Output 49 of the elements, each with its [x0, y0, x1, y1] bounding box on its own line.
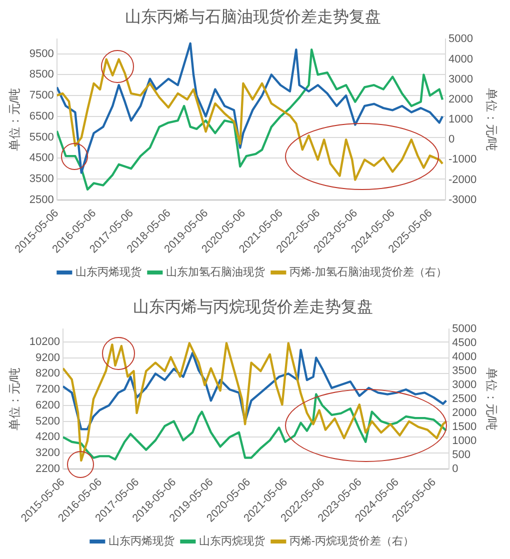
y2-tick-label: 0: [448, 134, 455, 146]
y2-tick-label: 1000: [452, 434, 477, 447]
y2-tick-label: 4500: [452, 337, 477, 350]
legend-label: 丙烯-加氢石脑油现货价差（右）: [289, 266, 448, 279]
y2-axis-title: 单位：元/吨: [484, 88, 498, 152]
legend-label: 山东丙烷现货: [198, 534, 265, 548]
y2-axis-title: 单位：元/吨: [484, 367, 498, 431]
y2-tick-label: 4000: [448, 53, 473, 66]
y2-tick-label: 3000: [452, 379, 477, 392]
y-tick-label: 9200: [36, 352, 60, 364]
y2-tick-label: 1500: [452, 421, 477, 434]
y-tick-label: 10200: [29, 336, 60, 348]
y2-tick-label: 3000: [448, 73, 473, 86]
chart-title: 山东丙烯与丙烷现货价差走势复盘: [133, 298, 373, 316]
y-tick-label: 7200: [36, 384, 60, 396]
legend-label: 山东加氢石脑油现货: [166, 266, 265, 279]
chart-title: 山东丙烯与石脑油现货价差走势复盘: [125, 8, 381, 26]
y-axis-title: 单位：元/吨: [8, 88, 22, 152]
y2-tick-label: -3000: [448, 194, 477, 206]
y-tick-label: 7500: [29, 90, 54, 102]
y2-tick-label: 2500: [452, 393, 477, 406]
y-tick-label: 9500: [29, 48, 54, 60]
y-tick-label: 6200: [36, 399, 60, 412]
y2-tick-label: 3500: [452, 365, 477, 378]
y2-tick-label: 4000: [452, 351, 477, 364]
y-tick-label: 4500: [29, 152, 54, 164]
y-tick-label: 3500: [29, 173, 54, 186]
legend-label: 山东丙烯现货: [108, 534, 174, 548]
y2-tick-label: 1000: [448, 114, 473, 126]
y-tick-label: 6500: [29, 110, 54, 122]
y2-tick-label: -1000: [448, 154, 477, 166]
y-tick-label: 5200: [36, 415, 60, 428]
y-tick-label: 5500: [29, 131, 54, 144]
y2-tick-label: 0: [452, 462, 458, 475]
legend-label: 丙烯-丙烷现货价差（右）: [289, 534, 414, 548]
y2-tick-label: -2000: [448, 174, 477, 186]
y2-tick-label: 500: [452, 448, 470, 461]
y2-tick-label: 5000: [448, 33, 473, 46]
y-tick-label: 2200: [36, 462, 60, 475]
legend-label: 山东丙烯现货: [75, 266, 142, 279]
y2-tick-label: 2000: [448, 93, 473, 106]
y-tick-label: 4200: [36, 431, 60, 444]
y2-tick-label: 2000: [452, 407, 477, 420]
y-axis-title: 单位：元/吨: [8, 367, 22, 431]
y-tick-label: 8200: [36, 368, 60, 380]
y-tick-label: 2500: [29, 194, 54, 206]
y-tick-label: 8500: [29, 68, 54, 81]
y2-tick-label: 5000: [452, 323, 477, 336]
y-tick-label: 3200: [36, 447, 60, 460]
